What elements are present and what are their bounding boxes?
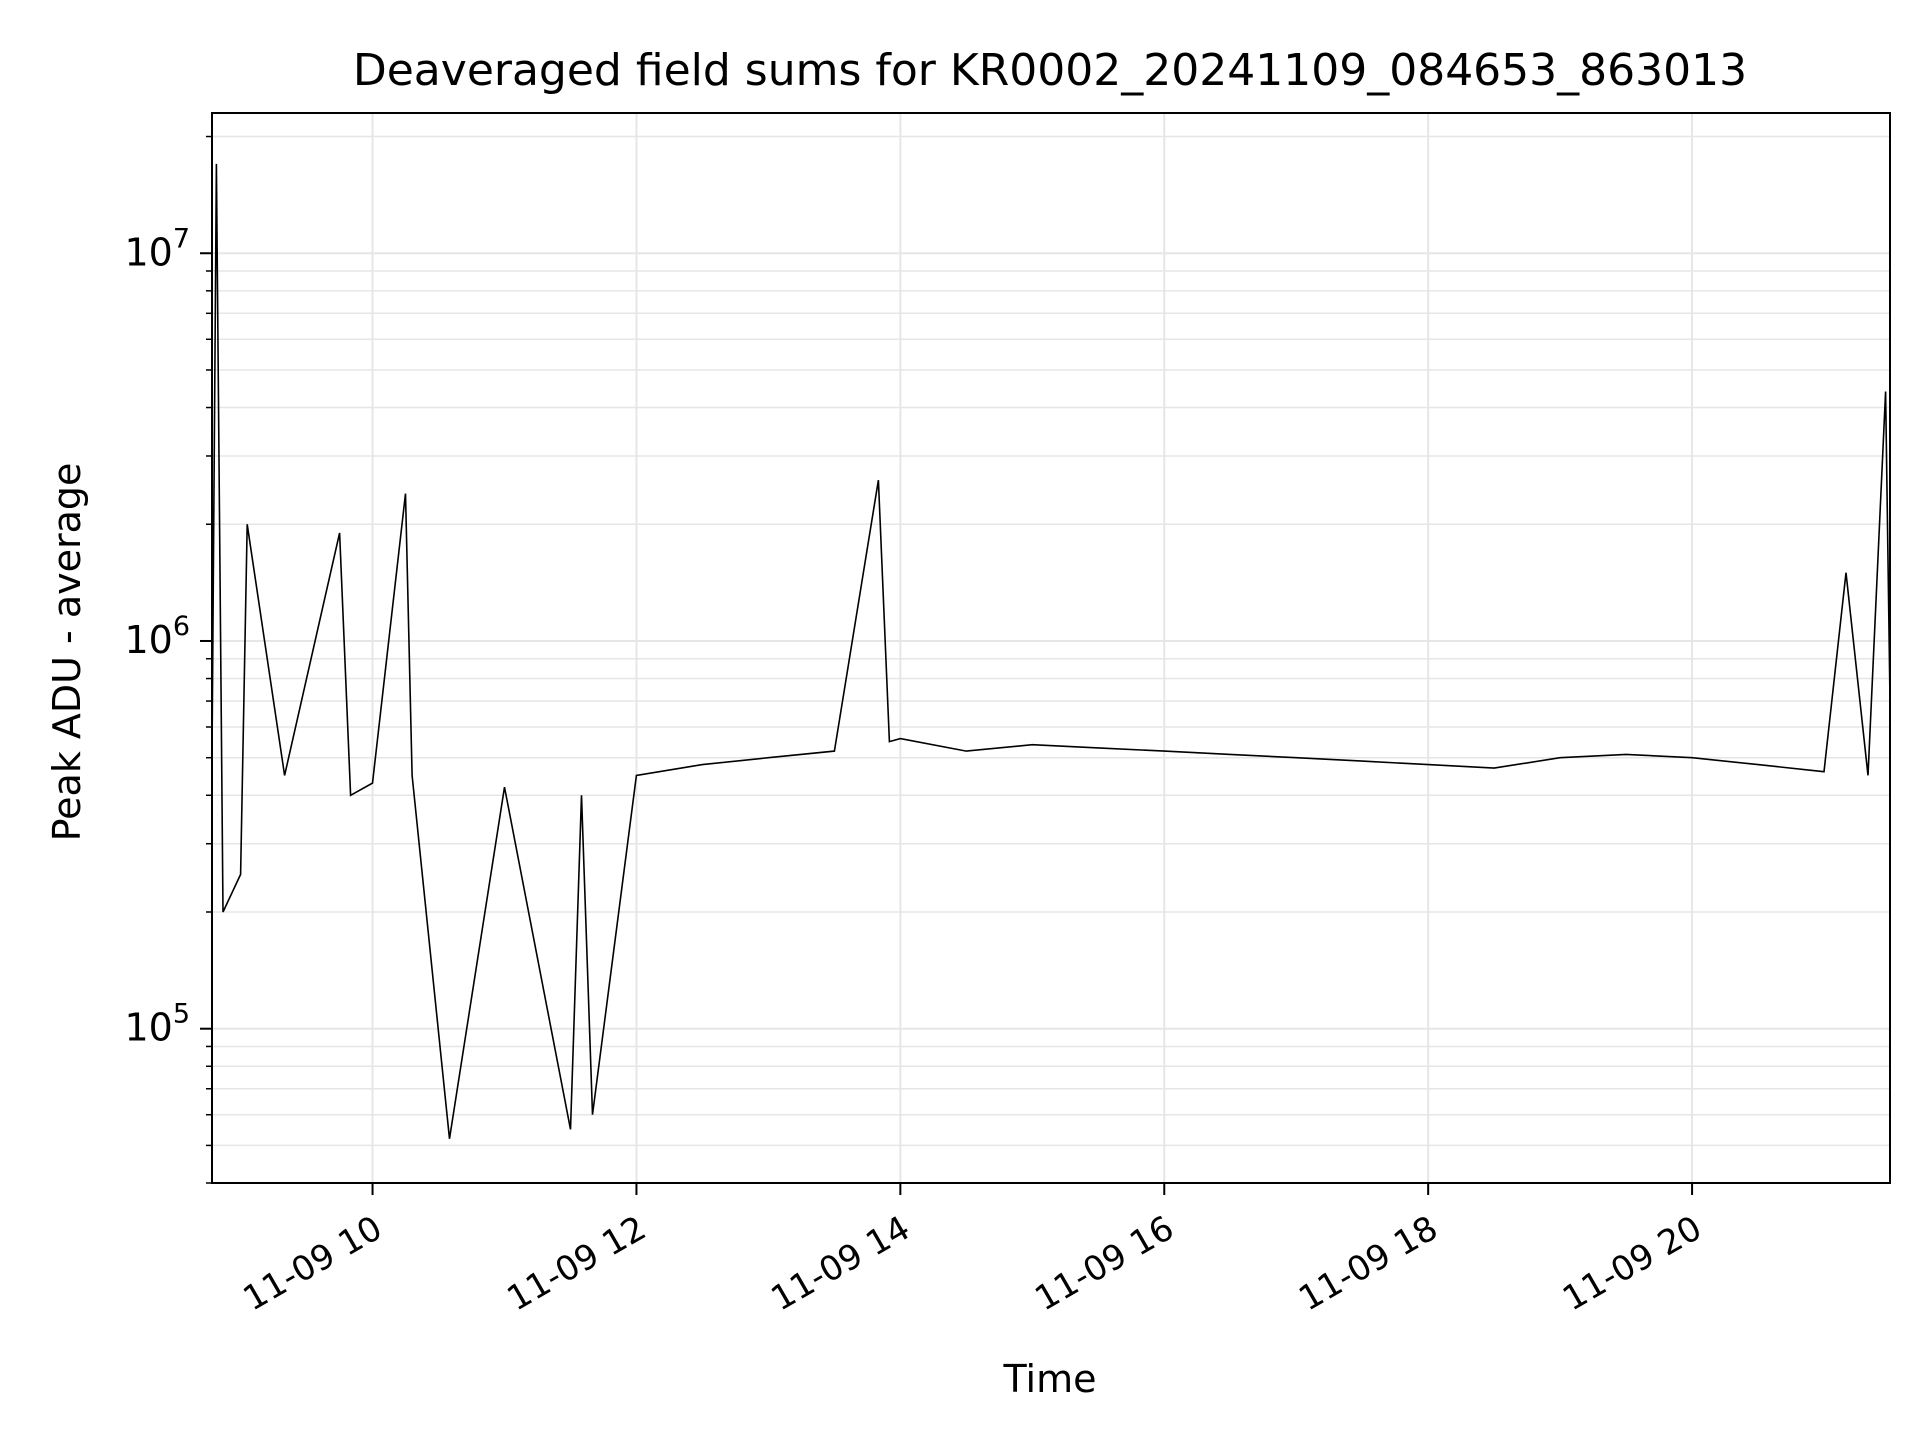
- y-tick-label: 106: [124, 611, 190, 662]
- y-tick-label: 107: [124, 223, 190, 274]
- y-axis-label: Peak ADU - average: [45, 463, 89, 842]
- chart-title: Deaveraged field sums for KR0002_2024110…: [353, 45, 1747, 96]
- series-line-layer: [212, 163, 1890, 1139]
- x-tick-label: 11-09 14: [764, 1208, 916, 1319]
- x-tick-label: 11-09 20: [1556, 1208, 1708, 1319]
- series-line: [212, 163, 1890, 1139]
- x-tick-label: 11-09 10: [237, 1208, 389, 1319]
- x-axis-label: Time: [1003, 1357, 1097, 1401]
- y-axis-ticks: 105 106 107: [124, 135, 212, 1184]
- x-axis-ticks: 11-09 10 11-09 12 11-09 14 11-09 16 11-09 18…: [237, 1183, 1709, 1319]
- x-tick-label: 11-09 16: [1028, 1208, 1180, 1319]
- y-tick-label: 105: [124, 999, 190, 1050]
- grid: [212, 113, 1890, 1184]
- x-tick-label: 11-09 12: [501, 1208, 653, 1319]
- plot-frame: [211, 112, 1891, 1184]
- x-tick-label: 11-09 18: [1292, 1208, 1444, 1319]
